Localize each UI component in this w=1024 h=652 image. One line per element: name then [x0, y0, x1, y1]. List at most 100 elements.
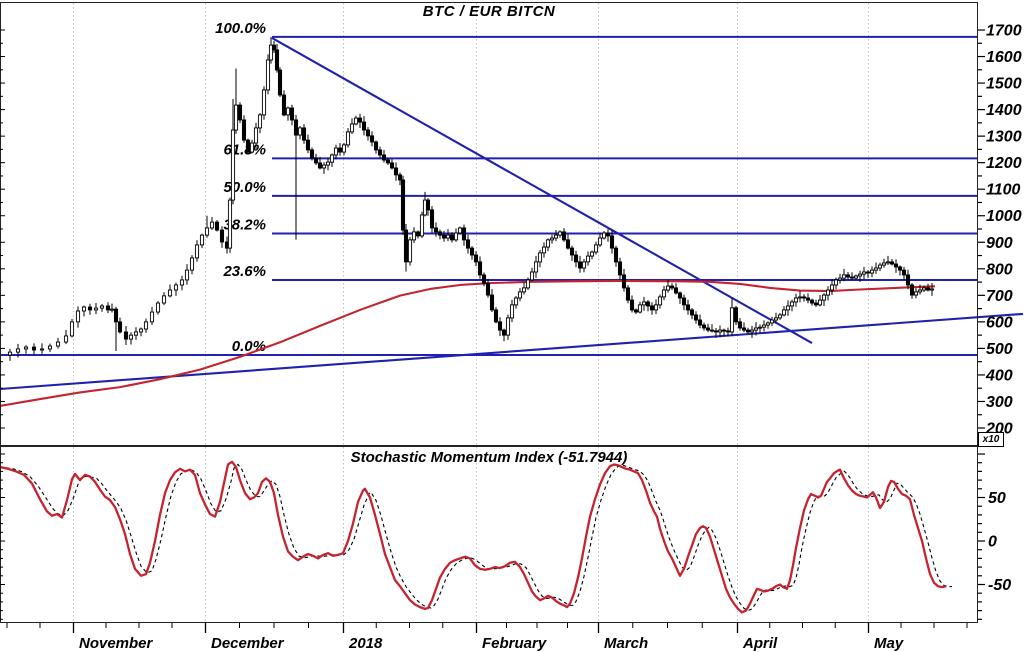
candle-body [609, 235, 615, 249]
candle-body [805, 297, 811, 301]
candle-body [697, 319, 703, 326]
candle-body [313, 157, 319, 164]
candle-body [713, 330, 719, 333]
price-axis-label: 1100 [986, 182, 1021, 199]
candle-body [369, 135, 375, 143]
candle-body [381, 154, 387, 161]
month-label: May [874, 635, 904, 652]
candle-body [87, 306, 93, 311]
price-axis-label: 1300 [986, 129, 1022, 146]
candle-body [297, 127, 303, 136]
candle-body [897, 266, 903, 271]
candle-body [155, 302, 161, 313]
candle-body [809, 299, 815, 304]
smi-signal-line [5, 463, 952, 612]
candle-body [725, 330, 731, 333]
candle-body [589, 251, 595, 257]
candle-body [705, 327, 711, 331]
candle-body [453, 232, 459, 241]
candle-body [905, 274, 911, 286]
candle-body [194, 244, 200, 259]
candle-body [493, 309, 499, 323]
candle-body [377, 149, 383, 156]
candle-body [781, 309, 787, 316]
candle-body [593, 244, 599, 253]
candle-body [305, 139, 311, 151]
candle-body [901, 269, 907, 276]
candle-body [317, 162, 323, 169]
candle-body [749, 329, 755, 333]
candle-body [23, 346, 29, 350]
fib-label: 100.0% [215, 20, 266, 37]
candle-body [629, 299, 635, 311]
candle-body [268, 44, 274, 61]
price-axis-label: 1700 [986, 23, 1022, 40]
candle-body [81, 306, 87, 312]
candle-body [445, 234, 451, 239]
candle-body [184, 269, 190, 281]
candle-body [737, 321, 743, 329]
candle-body [289, 107, 295, 121]
candle-body [365, 129, 371, 137]
candle-body [329, 154, 335, 163]
candle-body [461, 227, 467, 241]
candle-body [301, 127, 307, 141]
candle-body [649, 305, 655, 311]
price-axis-label: 1200 [986, 155, 1022, 172]
fib-label: 23.6% [222, 263, 266, 280]
candle-body [777, 314, 783, 319]
candle-body [473, 254, 479, 263]
candle-body [853, 275, 859, 279]
candle-body [393, 167, 399, 176]
candle-body [265, 59, 271, 91]
candle-body [553, 234, 559, 239]
candle-body [761, 324, 767, 328]
candle-body [745, 329, 751, 333]
candle-body [293, 119, 299, 136]
candle-body [701, 324, 707, 329]
candle-body [415, 231, 421, 237]
candle-body [909, 284, 915, 296]
candle-body [889, 261, 895, 265]
smi-axis-label: 50 [988, 490, 1006, 507]
candle-body [411, 231, 417, 241]
candle-body [925, 287, 931, 291]
candle-body [403, 229, 409, 263]
smi-axis-label: 0 [988, 534, 997, 551]
candle-body [577, 261, 583, 269]
candle-body [309, 149, 315, 159]
candle-body [345, 131, 351, 146]
candle-body [253, 127, 259, 144]
candle-body [173, 284, 179, 291]
price-axis-label: 600 [986, 314, 1013, 331]
candle-body [117, 321, 123, 333]
candle-body [143, 321, 149, 330]
candle-body [537, 252, 543, 263]
candle-body [109, 308, 115, 311]
candle-body [138, 328, 144, 333]
candle-body [31, 346, 37, 351]
candle-body [209, 221, 215, 229]
smi-axis-label: -50 [988, 577, 1011, 594]
candle-body [565, 239, 571, 249]
candle-body [501, 329, 507, 336]
indicator-panel-border [0, 446, 978, 623]
candle-body [709, 329, 715, 332]
candle-body [63, 335, 69, 343]
candle-body [325, 161, 331, 166]
candle-body [469, 247, 475, 256]
candle-body [521, 287, 527, 293]
candle-body [227, 199, 233, 249]
candle-body [733, 307, 739, 323]
candle-body [219, 229, 225, 243]
candle-body [821, 294, 827, 301]
candle-body [637, 304, 643, 313]
candle-body [829, 284, 835, 291]
candle-body [7, 351, 13, 356]
candle-body [573, 254, 579, 263]
candle-body [837, 277, 843, 281]
candle-body [541, 246, 547, 254]
candle-body [789, 301, 795, 307]
candle-body [825, 289, 831, 296]
